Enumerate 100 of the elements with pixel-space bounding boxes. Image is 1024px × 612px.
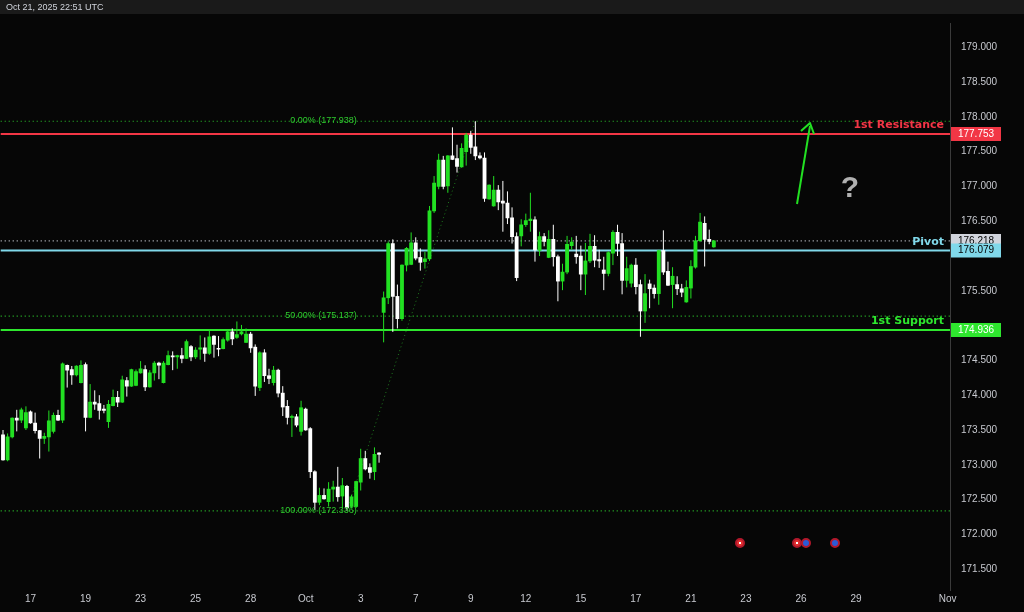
x-tick-label: 17 (24, 592, 37, 604)
annotation: ? (840, 170, 860, 205)
candlestick (216, 335, 221, 357)
candlestick (143, 364, 148, 392)
candlestick (88, 383, 93, 419)
candlestick (647, 279, 652, 309)
candlestick (592, 234, 597, 268)
candlestick (624, 256, 629, 288)
candlestick (120, 375, 125, 404)
candlestick (202, 336, 207, 363)
candlestick (473, 120, 478, 161)
candlestick (46, 410, 51, 453)
candlestick (418, 247, 423, 272)
candlestick (280, 385, 285, 417)
y-tick-label: 179.000 (961, 41, 998, 53)
chart-subtitle: Oct 21, 2025 22:51 UTC (6, 2, 104, 12)
ref-line-label: 1st Support (870, 314, 944, 328)
candlestick (276, 368, 281, 398)
candlestick (377, 451, 381, 464)
y-tick-label: 177.500 (961, 145, 998, 157)
x-tick-label: 9 (467, 592, 474, 604)
candlestick (546, 229, 551, 259)
y-tick-label: 176.500 (961, 215, 998, 227)
text: 177.753 (957, 127, 995, 139)
candlestick (413, 236, 418, 261)
candlestick (69, 365, 74, 386)
x-tick-label: Oct (297, 592, 314, 604)
candlestick (542, 232, 547, 247)
x-tick-label: 28 (245, 592, 257, 604)
candlestick (335, 466, 340, 503)
candlestick (56, 409, 60, 422)
candlestick (601, 256, 606, 291)
y-tick-label: 174.000 (961, 388, 998, 400)
candlestick (92, 389, 97, 411)
ref-line-label: 1st Resistance (853, 118, 944, 132)
candlestick (528, 192, 533, 233)
candlestick (643, 273, 647, 324)
ref-line-label: Pivot (912, 234, 944, 248)
candlestick (464, 132, 469, 167)
candlestick (156, 361, 161, 380)
candlestick (271, 365, 276, 386)
ref-line-label: 50.00% (175.137) (285, 310, 357, 321)
y-tick-label: 177.000 (961, 180, 998, 192)
x-tick-label: 26 (795, 592, 807, 604)
y-tick-label: 172.500 (961, 493, 998, 505)
x-tick-label: 25 (190, 592, 202, 604)
x-tick-label: 12 (520, 592, 532, 604)
candlestick (262, 348, 267, 383)
candlestick (491, 175, 496, 208)
candlestick (629, 263, 634, 288)
text: 174.936 (957, 323, 995, 335)
candlestick (519, 218, 524, 247)
candlestick (500, 180, 505, 233)
candlestick (326, 481, 331, 508)
candlestick (322, 487, 326, 501)
candlestick (152, 360, 157, 382)
candlestick (597, 249, 602, 269)
x-tick-label: 29 (850, 592, 862, 604)
x-tick-label: 17 (630, 592, 642, 604)
y-tick-label: 175.500 (961, 284, 998, 296)
candlestick (496, 184, 501, 211)
x-tick-label: 19 (79, 592, 92, 604)
candlestick (14, 409, 19, 432)
x-tick-label: 7 (412, 592, 419, 604)
ref-line-label: 0.00% (177.938) (290, 115, 357, 126)
candlestick (588, 233, 592, 264)
candlestick (583, 242, 588, 296)
candlestick (10, 416, 15, 439)
candlestick (97, 394, 102, 421)
candlestick (212, 334, 216, 359)
candlestick (675, 275, 680, 296)
ref-line-label: 100.00% (172.336) (280, 504, 357, 515)
candlestick (578, 245, 583, 291)
candlestick (101, 404, 106, 414)
candlestick (198, 334, 203, 361)
text: 176.218 (957, 234, 995, 246)
candlestick (367, 462, 372, 480)
x-tick-label: 15 (575, 592, 587, 604)
y-tick-label: 174.500 (961, 354, 998, 366)
text: 176.079 (957, 244, 995, 256)
x-tick-label: 23 (740, 592, 752, 604)
y-tick-label: 171.500 (961, 562, 998, 574)
candlestick (124, 376, 129, 398)
candlestick (5, 432, 10, 462)
y-tick-label: 172.000 (961, 528, 998, 540)
y-tick-label: 178.000 (961, 110, 998, 122)
candlestick (702, 215, 707, 267)
x-tick-label: 21 (685, 592, 697, 604)
candlestick (422, 251, 427, 270)
y-tick-label: 178.500 (961, 75, 998, 87)
x-tick-label: Nov (938, 592, 957, 604)
candlestick (179, 347, 184, 364)
x-tick-label: 3 (357, 592, 364, 604)
y-tick-label: 173.500 (961, 423, 998, 435)
candlestick (409, 231, 414, 266)
candlestick (289, 414, 294, 438)
candlestick (468, 130, 473, 155)
y-tick-label: 173.000 (961, 458, 998, 470)
candlestick (363, 450, 368, 471)
x-tick-label: 23 (135, 592, 147, 604)
